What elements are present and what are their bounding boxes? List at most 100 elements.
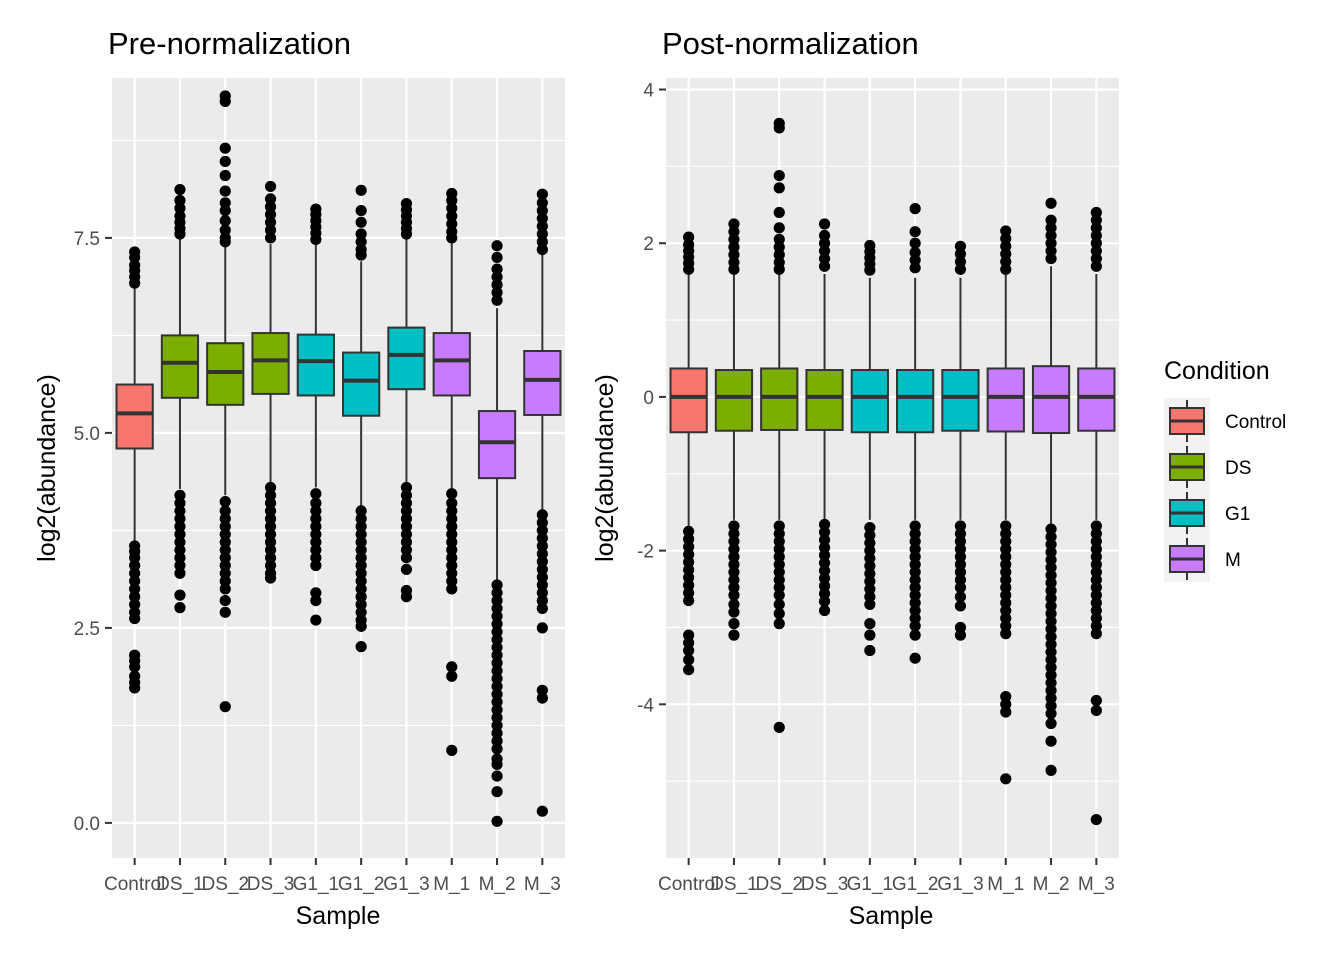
outlier-point [174,544,186,556]
outlier-point [536,524,548,537]
outlier-point [219,505,231,517]
outlier-point [1090,813,1102,826]
outlier-point [1000,248,1012,260]
outlier-point [491,286,503,299]
outlier-point [355,598,367,611]
legend-item-m: M [1164,536,1241,582]
outlier-point [129,251,141,263]
outlier-point [728,558,740,571]
outlier-point [219,185,231,197]
outlier-point [491,712,503,724]
outlier-point [1045,569,1057,581]
outlier-point [446,218,458,230]
x-tick-label: G1_1 [847,874,893,895]
outlier-point [174,567,186,579]
outlier-point [1045,638,1057,650]
outlier-point [864,521,876,534]
outlier-point [446,210,458,222]
outlier-point [773,122,785,134]
outlier-point [1090,589,1102,601]
outlier-point [355,641,367,653]
outlier-point [1045,623,1057,635]
outlier-point [129,661,141,673]
outlier-point [446,536,458,548]
box-iqr [432,332,471,397]
outlier-point [1000,566,1012,578]
outlier-point [773,222,785,234]
chart-title: Post-normalization [662,26,919,61]
outlier-point [1045,538,1057,551]
outlier-point [1045,654,1057,666]
outlier-point [909,203,921,215]
outlier-point [1045,600,1057,612]
outlier-point [818,595,831,607]
outlier-point [909,581,921,594]
outlier-point [491,815,503,827]
outlier-point [264,208,277,221]
outlier-point [400,481,413,494]
outlier-point [773,566,785,578]
outlier-point [1045,197,1057,209]
x-tick-label: G1_2 [892,874,938,895]
outlier-point [446,567,458,579]
outlier-point [446,488,458,500]
outlier-point [536,236,548,248]
outlier-point [773,721,785,733]
outlier-point [310,497,322,509]
outlier-point [355,567,367,579]
outlier-point [491,618,503,630]
outlier-point [355,520,367,533]
outlier-point [310,488,322,500]
outlier-point [129,552,141,564]
panel-background [666,78,1119,858]
outlier-point [310,528,322,540]
outlier-point [773,608,785,620]
outlier-point [219,528,231,540]
outlier-point [219,142,231,154]
outlier-point [1090,535,1102,547]
outlier-point [491,665,503,677]
outlier-point [954,256,967,268]
outlier-point [310,587,322,599]
outlier-point [1090,528,1102,540]
box-DS_1 [714,218,754,641]
legend-label: Control [1225,412,1286,433]
outlier-point [536,622,548,634]
outlier-point [536,188,548,200]
outlier-point [264,481,277,494]
outlier-point [264,489,277,501]
outlier-point [683,644,695,657]
outlier-point [1000,520,1012,532]
outlier-point [1090,604,1102,617]
outlier-point [954,566,967,578]
outlier-point [219,701,231,713]
outlier-point [1045,592,1057,604]
outlier-point [954,581,967,594]
outlier-point [818,218,831,230]
outlier-point [1000,628,1012,640]
outlier-point [491,279,503,291]
outlier-point [818,580,831,592]
box-iqr [251,332,290,395]
outlier-point [491,786,503,798]
box-iqr [1031,365,1071,435]
outlier-point [219,575,231,587]
outlier-point [773,589,785,601]
x-tick-label: G1_2 [338,874,384,895]
outlier-point [219,169,231,182]
box-iqr [986,367,1025,433]
outlier-point [1045,661,1057,674]
outlier-point [954,558,967,571]
outlier-point [1000,706,1012,718]
outlier-point [491,727,503,739]
box-DS_3 [805,218,844,617]
outlier-point [954,528,967,540]
outlier-point [954,629,967,641]
outlier-point [1090,628,1102,640]
outlier-point [954,263,967,275]
outlier-point [400,536,413,548]
outlier-point [536,556,548,568]
outlier-point [536,205,548,217]
outlier-point [1000,558,1012,571]
outlier-point [446,520,458,533]
